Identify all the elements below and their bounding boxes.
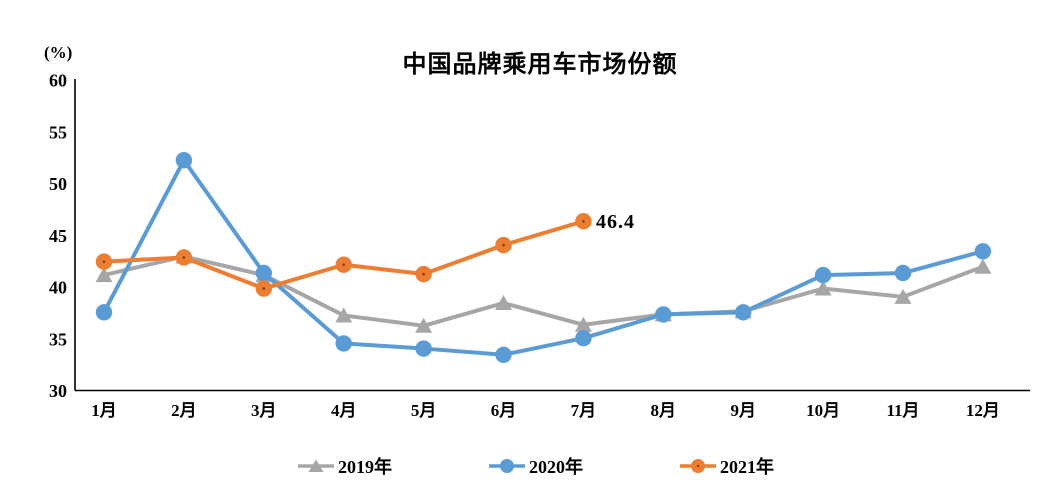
y-tick-label: 30 <box>49 381 67 401</box>
series-line-2019年 <box>102 254 985 328</box>
data-point-2020年 <box>814 266 832 284</box>
data-point-center-dot <box>502 243 505 247</box>
data-point-2019年 <box>974 258 992 274</box>
data-point-2019年 <box>495 295 512 311</box>
data-point-2019年 <box>894 288 912 304</box>
x-tick-label: 3月 <box>251 401 277 420</box>
data-point-2020年 <box>335 335 352 352</box>
series-line-2021年 <box>102 219 586 291</box>
data-point-2020年 <box>894 264 912 282</box>
legend-label-2020: 2020年 <box>529 457 583 477</box>
x-tick-label: 4月 <box>331 401 357 420</box>
data-point-2019年 <box>415 317 433 333</box>
legend-marker-2020-circle-icon <box>489 459 525 473</box>
x-tick-label: 9月 <box>730 401 756 420</box>
y-tick-label: 40 <box>49 278 67 298</box>
data-point-center-dot <box>342 263 346 267</box>
y-tick-label: 35 <box>49 329 67 349</box>
legend-label-2019: 2019年 <box>338 457 392 477</box>
data-point-center-dot <box>582 219 585 223</box>
data-point-2020年 <box>415 340 432 357</box>
legend-item-2021: 2021年 <box>679 453 774 479</box>
y-tick-label: 60 <box>49 71 67 91</box>
data-point-center-dot <box>102 260 106 263</box>
x-tick-label: 7月 <box>571 401 597 420</box>
data-point-2019年 <box>574 316 592 332</box>
x-tick-label: 6月 <box>491 401 517 420</box>
y-tick-label: 55 <box>49 122 67 142</box>
data-point-2020年 <box>974 243 992 260</box>
y-tick-label: 45 <box>49 226 67 246</box>
legend-item-2019: 2019年 <box>297 453 392 479</box>
legend-label-2021: 2021年 <box>720 457 774 477</box>
data-point-center-dot <box>262 287 266 290</box>
x-tick-label: 1月 <box>91 401 117 420</box>
data-point-2020年 <box>255 264 272 282</box>
data-point-2020年 <box>655 306 672 323</box>
legend-marker-2021-circle-icon <box>680 459 716 473</box>
x-tick-label: 2月 <box>171 401 197 420</box>
data-point-center-dot <box>422 272 425 276</box>
x-tick-label: 10月 <box>806 401 840 420</box>
legend-item-2020: 2020年 <box>488 453 583 479</box>
x-tick-label: 11月 <box>886 401 919 420</box>
data-point-2019年 <box>95 267 113 283</box>
y-tick-label: 50 <box>49 174 67 194</box>
data-point-2020年 <box>95 304 113 321</box>
data-point-center-dot <box>182 256 186 259</box>
data-point-2020年 <box>175 151 193 169</box>
legend-marker-2019-triangle-icon <box>298 459 334 472</box>
series-line-2020年 <box>102 158 985 357</box>
data-point-2020年 <box>495 346 512 363</box>
x-tick-label: 5月 <box>411 401 437 420</box>
data-point-2019年 <box>814 280 832 296</box>
legend: 2019年 2020年 2021年 <box>0 453 1053 479</box>
x-tick-label: 12月 <box>966 401 1000 420</box>
data-label-annotation: 46.4 <box>596 211 635 233</box>
y-axis-unit-label: (%) <box>44 43 73 62</box>
x-tick-label: 8月 <box>651 401 677 420</box>
data-point-2020年 <box>575 330 592 347</box>
data-point-2019年 <box>335 307 353 323</box>
chart-title: 中国品牌乘用车市场份额 <box>402 52 678 78</box>
data-point-2020年 <box>735 304 752 321</box>
